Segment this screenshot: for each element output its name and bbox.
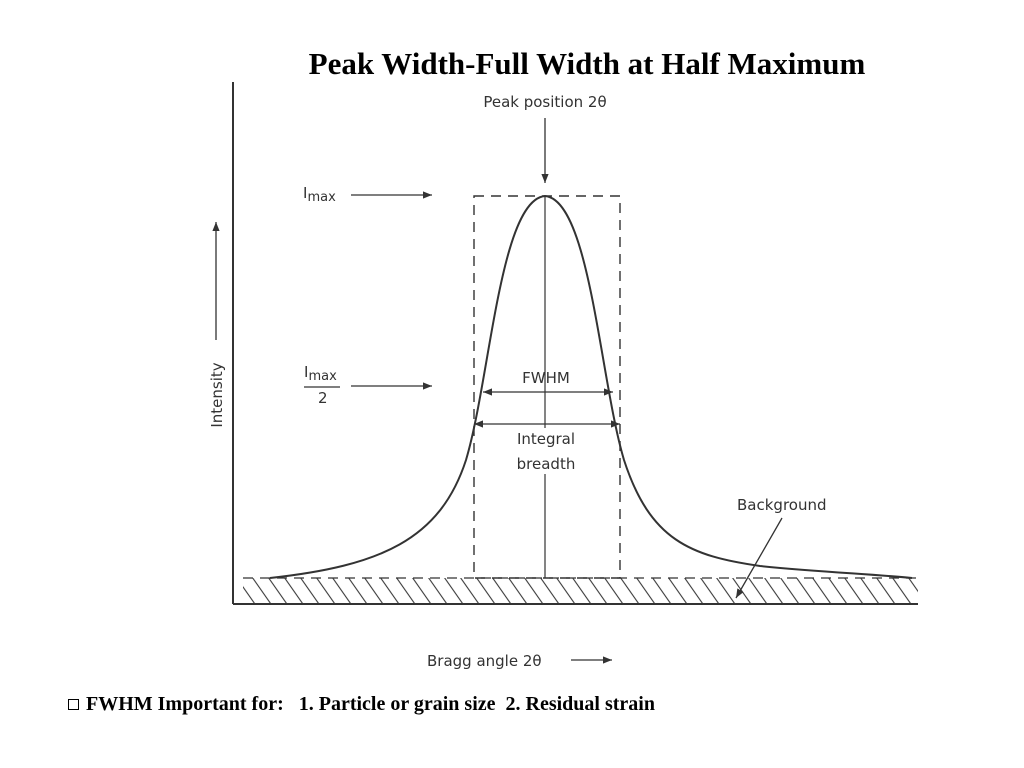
footer-bullet-line: FWHM Important for: 1. Particle or grain…	[68, 693, 655, 716]
intensity-axis-label: Intensity	[208, 362, 226, 427]
background-pointer-arrow	[735, 517, 783, 599]
peak-position-label: Peak position 2θ	[483, 93, 606, 111]
footer-text: FWHM Important for: 1. Particle or grain…	[86, 693, 655, 715]
fwhm-label: FWHM	[522, 369, 570, 387]
background-label: Background	[737, 496, 827, 514]
background-hatch	[243, 578, 918, 604]
square-bullet-icon	[68, 699, 79, 710]
imax-label: Imax	[303, 184, 336, 205]
half-max-denominator: 2	[318, 389, 328, 407]
bragg-angle-label: Bragg angle 2θ	[427, 652, 542, 670]
breadth-label: breadth	[517, 455, 576, 473]
half-max-numerator: Imax	[304, 363, 337, 384]
slide-title: Peak Width-Full Width at Half Maximum	[308, 46, 866, 81]
peak-curve	[269, 194, 913, 579]
integral-breadth-box	[473, 195, 621, 579]
integral-label: Integral	[517, 430, 575, 448]
